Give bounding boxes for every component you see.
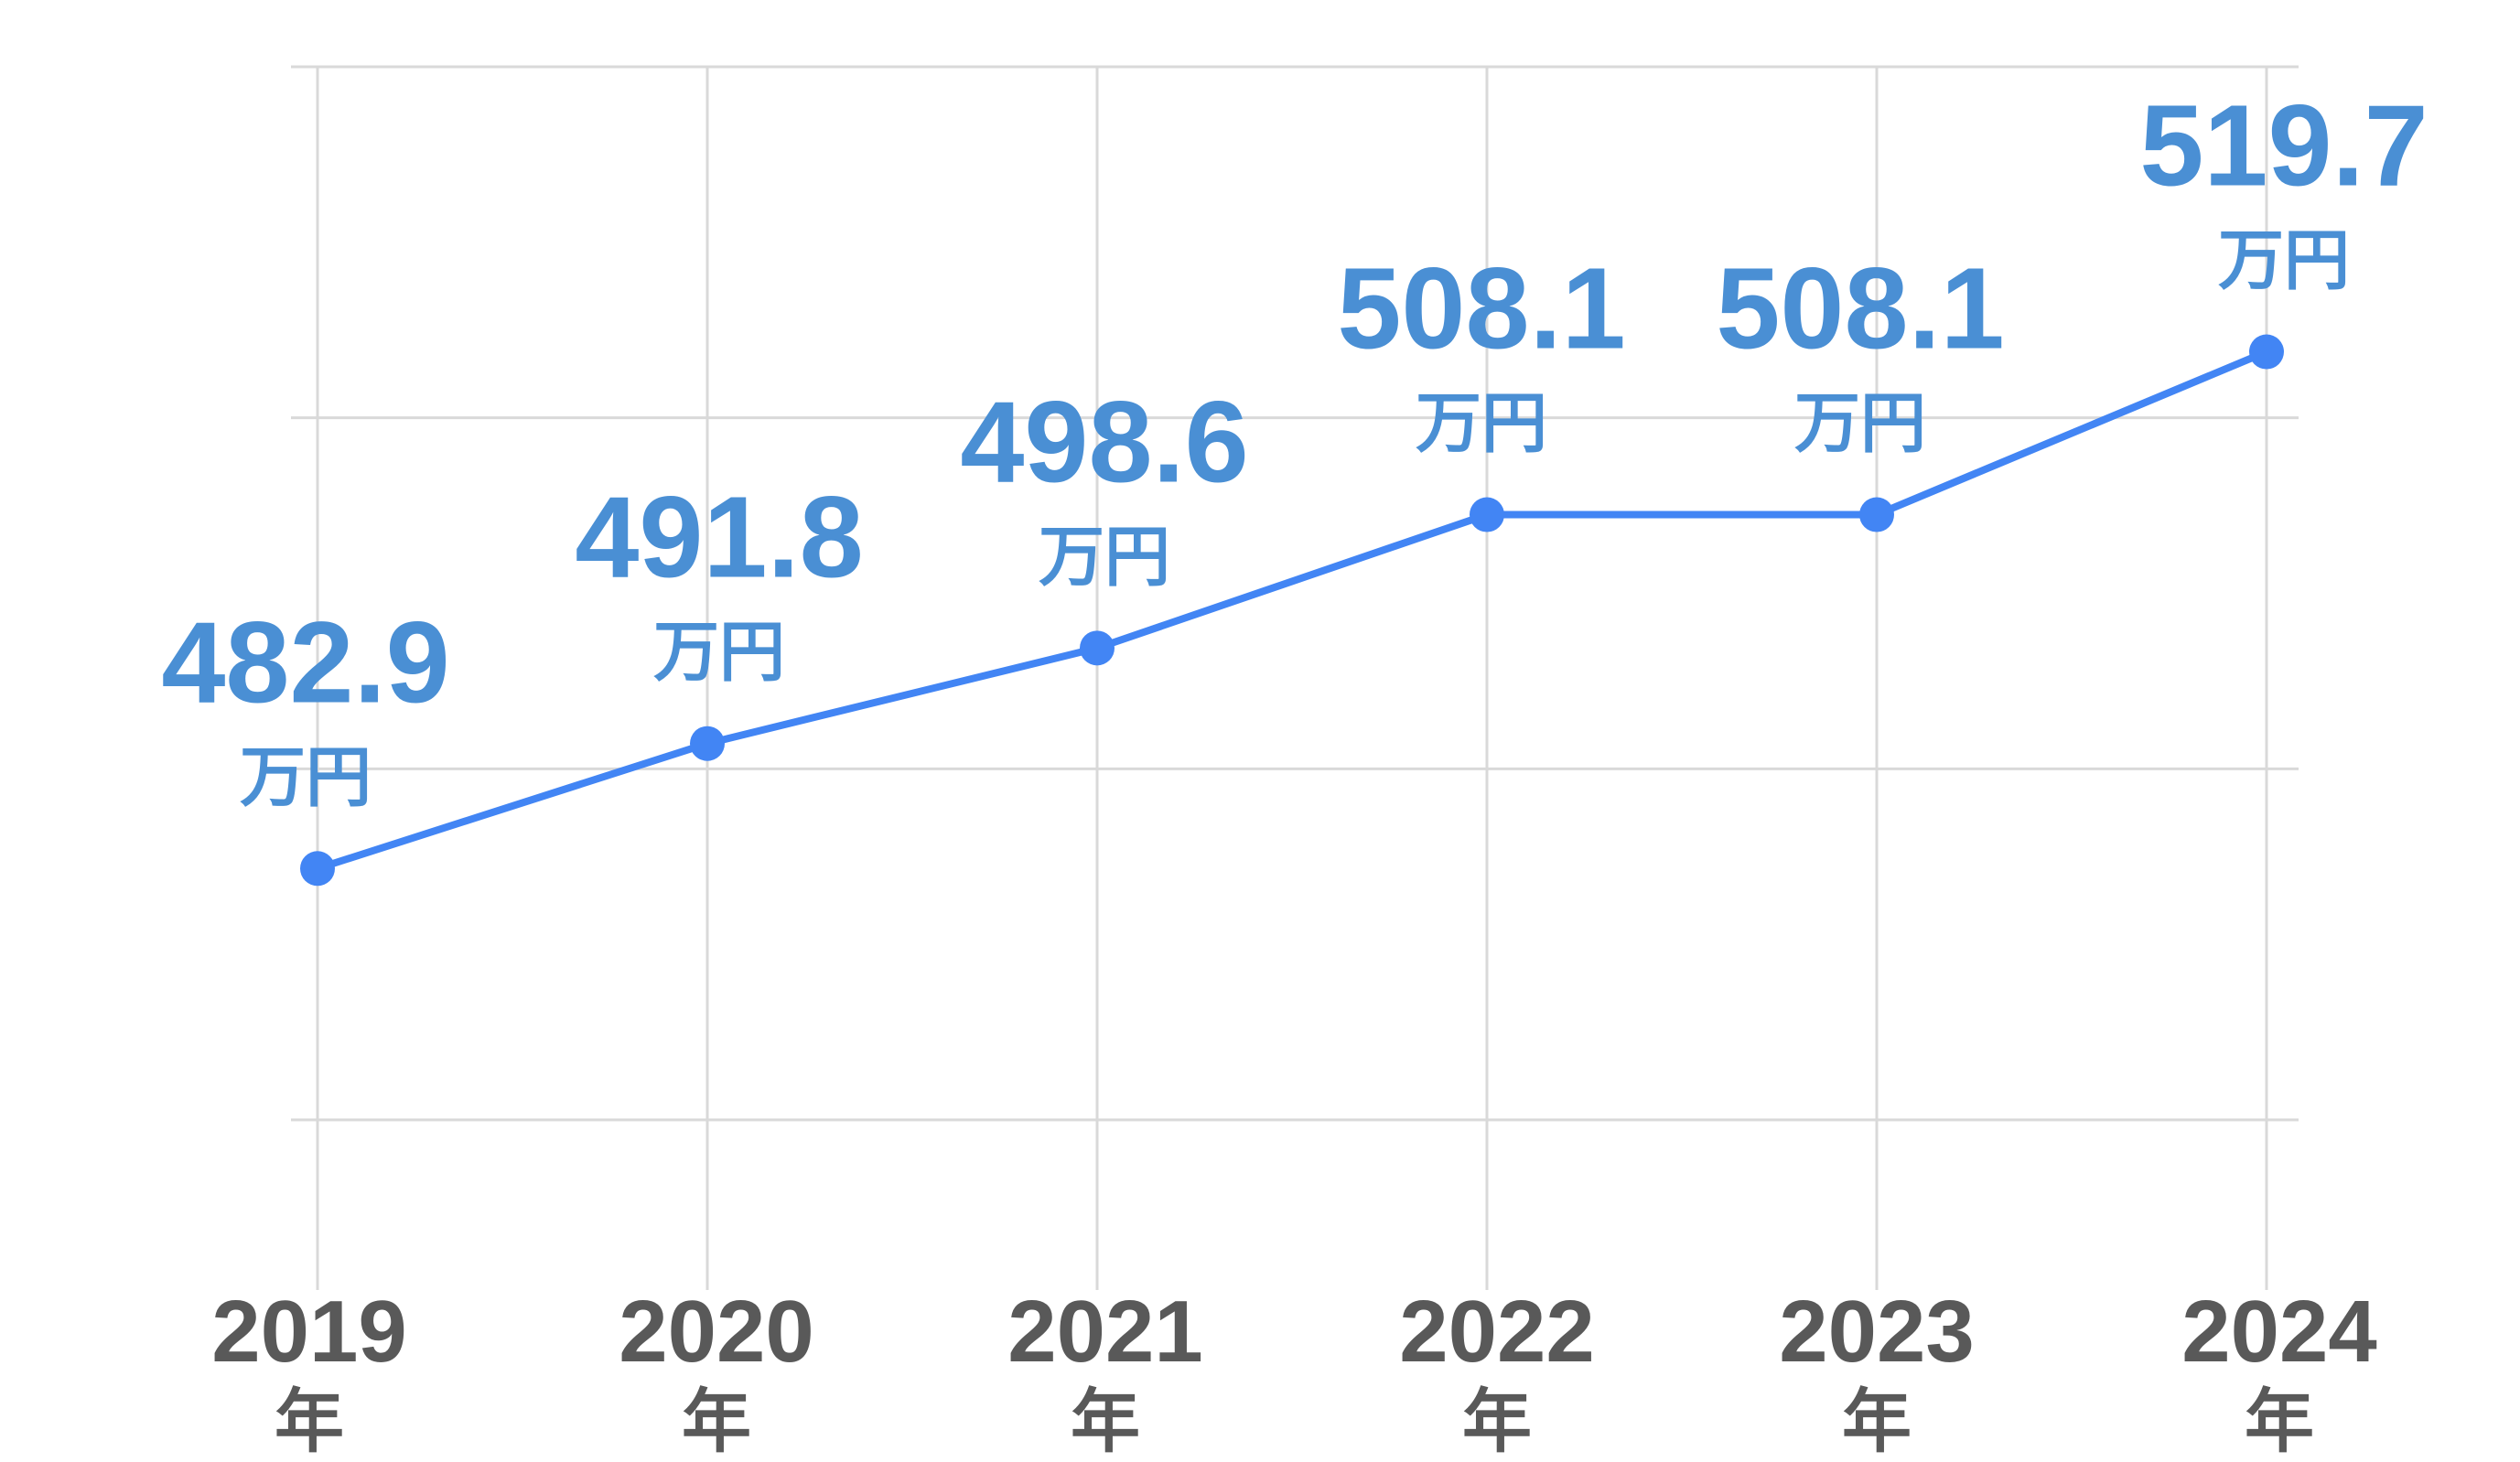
data-point-2021 bbox=[1080, 630, 1115, 666]
data-label-value-2020: 491.8 bbox=[575, 473, 863, 602]
series-layer bbox=[300, 334, 2284, 887]
x-tick-unit-2023: 年 bbox=[1842, 1381, 1912, 1462]
data-label-value-2024: 519.7 bbox=[2139, 81, 2428, 210]
data-point-2022 bbox=[1470, 497, 1504, 532]
data-label-value-2021: 498.6 bbox=[960, 377, 1248, 506]
data-label-unit-2023: 万円 bbox=[1794, 385, 1926, 462]
data-label-unit-2024: 万円 bbox=[2218, 222, 2350, 299]
x-tick-year-2022: 2022 bbox=[1399, 1283, 1595, 1381]
x-tick-unit-2019: 年 bbox=[275, 1381, 344, 1462]
data-point-2020 bbox=[690, 726, 725, 761]
x-tick-unit-2024: 年 bbox=[2245, 1381, 2314, 1462]
x-tick-year-2023: 2023 bbox=[1779, 1283, 1975, 1381]
data-point-2019 bbox=[300, 851, 335, 887]
x-tick-year-2024: 2024 bbox=[2181, 1283, 2377, 1381]
data-point-2024 bbox=[2249, 334, 2284, 370]
data-label-unit-2020: 万円 bbox=[653, 614, 785, 691]
data-point-2023 bbox=[1859, 497, 1894, 532]
data-label-unit-2022: 万円 bbox=[1416, 385, 1547, 462]
x-tick-year-2019: 2019 bbox=[211, 1283, 407, 1381]
x-tick-unit-2022: 年 bbox=[1462, 1381, 1532, 1462]
x-tick-year-2021: 2021 bbox=[1007, 1283, 1203, 1381]
data-label-value-2022: 508.1 bbox=[1337, 244, 1625, 373]
data-label-unit-2019: 万円 bbox=[240, 738, 372, 815]
x-tick-year-2020: 2020 bbox=[619, 1283, 814, 1381]
x-tick-unit-2020: 年 bbox=[682, 1381, 751, 1462]
data-label-value-2019: 482.9 bbox=[161, 597, 449, 726]
series-line bbox=[314, 348, 2270, 873]
data-label-unit-2021: 万円 bbox=[1039, 518, 1170, 595]
x-tick-unit-2021: 年 bbox=[1071, 1381, 1140, 1462]
data-label-value-2023: 508.1 bbox=[1716, 244, 2004, 373]
data-labels: 482.9 万円 491.8 万円 498.6 万円 508.1 万円 508.1 万円 519.7… bbox=[161, 81, 2428, 816]
